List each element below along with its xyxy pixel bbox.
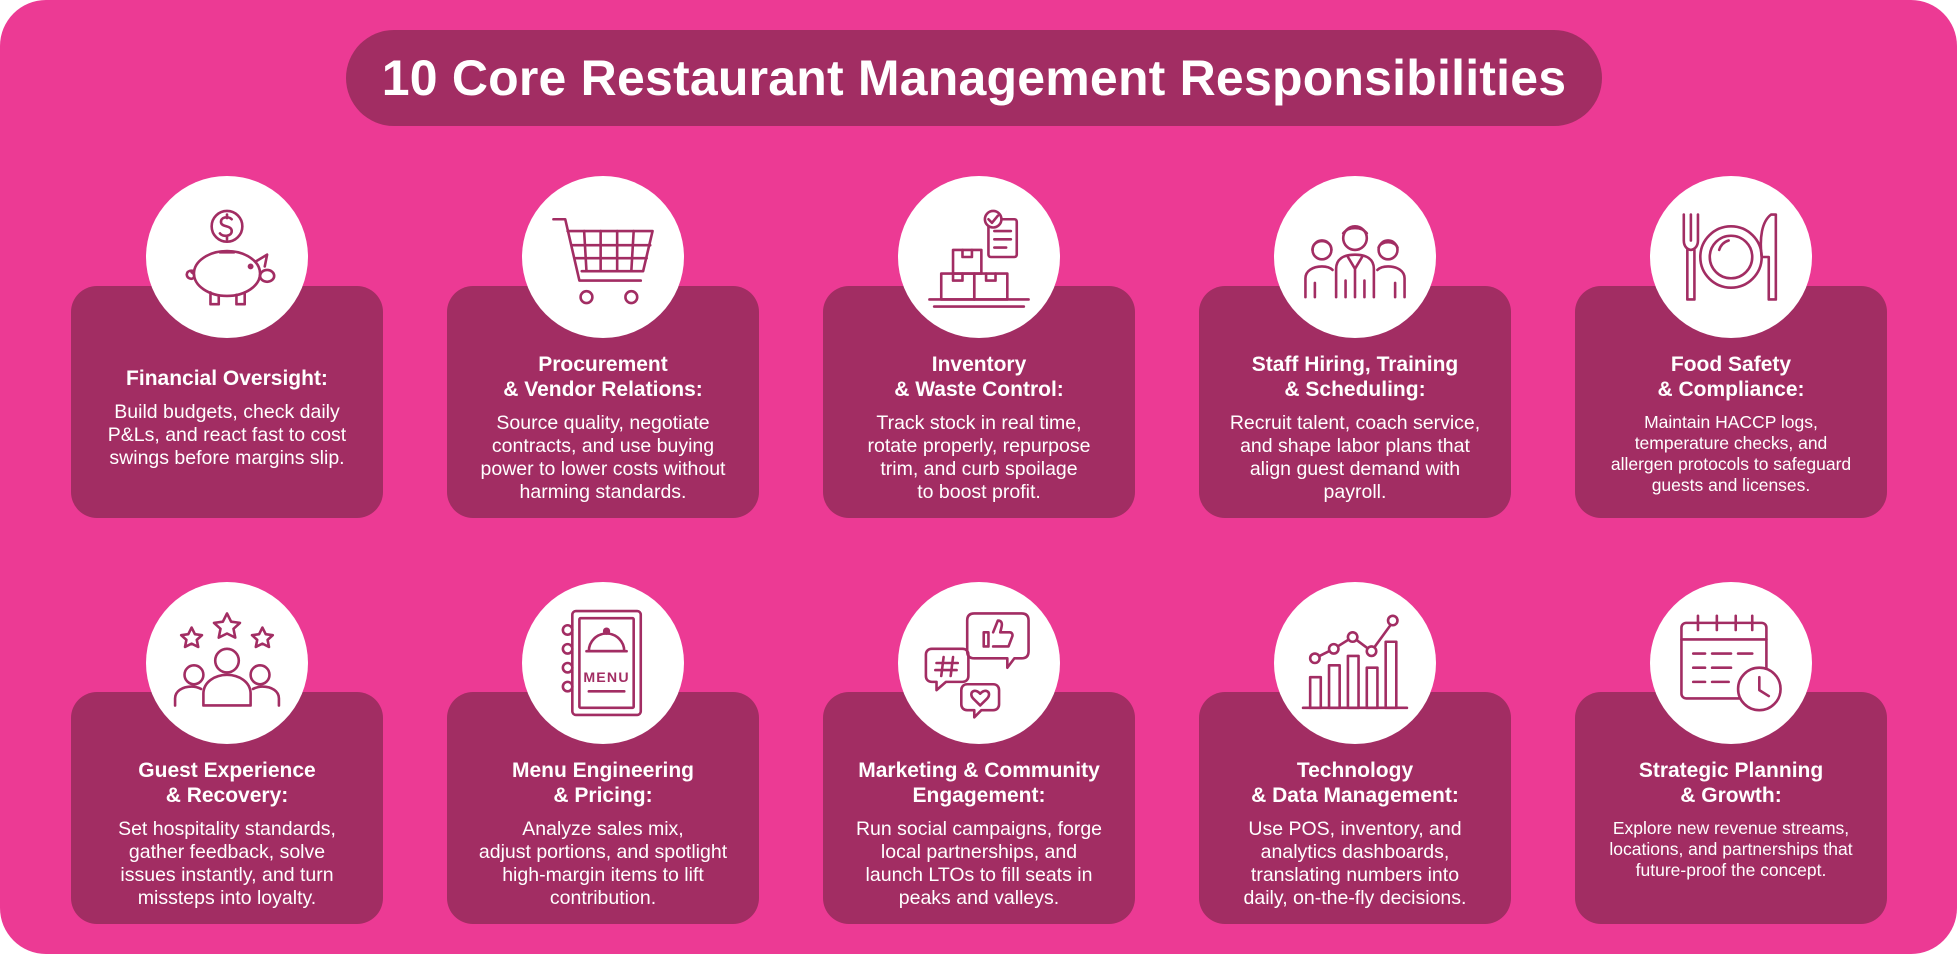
menu-icon-label: MENU (583, 670, 629, 686)
card-title: Marketing & Community Engagement: (858, 759, 1100, 807)
card-description: Source quality, negotiate contracts, and… (480, 412, 726, 503)
card-title: Guest Experience & Recovery: (138, 759, 316, 807)
social-chat-icon (898, 582, 1060, 744)
shopping-cart-icon (522, 176, 684, 338)
card-title: Technology & Data Management: (1251, 759, 1459, 807)
inventory-boxes-icon (898, 176, 1060, 338)
staff-team-icon (1274, 176, 1436, 338)
card-description: Track stock in real time, rotate properl… (867, 412, 1091, 503)
card-title: Staff Hiring, Training & Scheduling: (1251, 353, 1459, 401)
menu-book-icon: MENU (522, 582, 684, 744)
card-description: Use POS, inventory, and analytics dashbo… (1243, 818, 1467, 909)
card-strategic-planning: Strategic Planning & Growth: Explore new… (1575, 692, 1887, 924)
analytics-chart-icon (1274, 582, 1436, 744)
card-title: Food Safety & Compliance: (1657, 353, 1805, 401)
card-title: Inventory & Waste Control: (894, 353, 1064, 401)
piggy-bank-icon (146, 176, 308, 338)
card-title: Strategic Planning & Growth: (1638, 759, 1824, 807)
card-food-safety: Food Safety & Compliance: Maintain HACCP… (1575, 286, 1887, 518)
card-description: Maintain HACCP logs, temperature checks,… (1610, 412, 1852, 495)
page-title: 10 Core Restaurant Management Responsibi… (381, 50, 1567, 106)
calendar-clock-icon (1650, 582, 1812, 744)
title-banner: 10 Core Restaurant Management Responsibi… (346, 30, 1602, 126)
card-title: Procurement & Vendor Relations: (503, 353, 703, 401)
card-description: Run social campaigns, forge local partne… (855, 818, 1103, 909)
plate-fork-knife-icon (1650, 176, 1812, 338)
card-description: Set hospitality standards, gather feedba… (118, 818, 336, 909)
card-title: Menu Engineering & Pricing: (511, 759, 694, 807)
card-title: Financial Oversight: (126, 367, 328, 390)
guest-stars-icon (146, 582, 308, 744)
card-description: Analyze sales mix, adjust portions, and … (478, 818, 728, 909)
card-description: Explore new revenue streams, locations, … (1609, 818, 1853, 880)
card-description: Build budgets, check daily P&Ls, and rea… (107, 401, 347, 469)
card-description: Recruit talent, coach service, and shape… (1229, 412, 1481, 503)
